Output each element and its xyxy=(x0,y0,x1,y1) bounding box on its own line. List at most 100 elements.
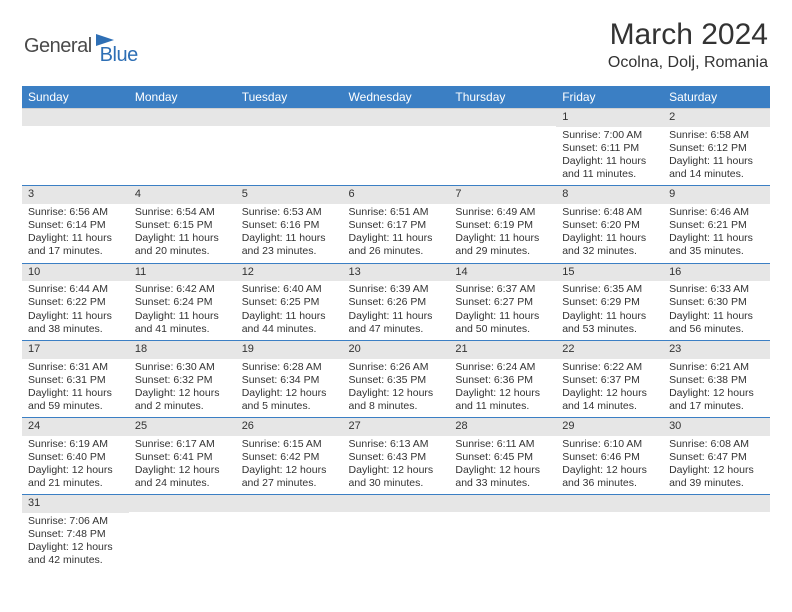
daylight-text: Daylight: 11 hours and 59 minutes. xyxy=(28,387,123,413)
day-number: 15 xyxy=(556,264,663,282)
daylight-text: Daylight: 12 hours and 33 minutes. xyxy=(455,464,550,490)
calendar-cell: 21Sunrise: 6:24 AMSunset: 6:36 PMDayligh… xyxy=(449,340,556,417)
day-number xyxy=(343,495,450,512)
calendar-row: 17Sunrise: 6:31 AMSunset: 6:31 PMDayligh… xyxy=(22,340,770,417)
daylight-text: Daylight: 11 hours and 11 minutes. xyxy=(562,155,657,181)
calendar-cell: 19Sunrise: 6:28 AMSunset: 6:34 PMDayligh… xyxy=(236,340,343,417)
weekday-header: Saturday xyxy=(663,86,770,109)
day-number: 2 xyxy=(663,109,770,127)
daylight-text: Daylight: 12 hours and 27 minutes. xyxy=(242,464,337,490)
day-number xyxy=(236,109,343,126)
day-number: 17 xyxy=(22,341,129,359)
daylight-text: Daylight: 11 hours and 23 minutes. xyxy=(242,232,337,258)
sunset-text: Sunset: 6:19 PM xyxy=(455,219,550,232)
day-body: Sunrise: 6:26 AMSunset: 6:35 PMDaylight:… xyxy=(343,359,450,418)
day-body: Sunrise: 6:21 AMSunset: 6:38 PMDaylight:… xyxy=(663,359,770,418)
sunset-text: Sunset: 6:42 PM xyxy=(242,451,337,464)
sunrise-text: Sunrise: 6:35 AM xyxy=(562,283,657,296)
day-number: 16 xyxy=(663,264,770,282)
sunset-text: Sunset: 6:31 PM xyxy=(28,374,123,387)
sunrise-text: Sunrise: 6:19 AM xyxy=(28,438,123,451)
calendar-cell: 23Sunrise: 6:21 AMSunset: 6:38 PMDayligh… xyxy=(663,340,770,417)
day-body: Sunrise: 6:48 AMSunset: 6:20 PMDaylight:… xyxy=(556,204,663,263)
day-number: 28 xyxy=(449,418,556,436)
calendar-cell xyxy=(343,495,450,572)
sunset-text: Sunset: 6:30 PM xyxy=(669,296,764,309)
day-body: Sunrise: 6:22 AMSunset: 6:37 PMDaylight:… xyxy=(556,359,663,418)
weekday-header: Wednesday xyxy=(343,86,450,109)
sunset-text: Sunset: 6:22 PM xyxy=(28,296,123,309)
day-number: 23 xyxy=(663,341,770,359)
day-number xyxy=(343,109,450,126)
day-body: Sunrise: 6:42 AMSunset: 6:24 PMDaylight:… xyxy=(129,281,236,340)
day-number: 9 xyxy=(663,186,770,204)
sunset-text: Sunset: 7:48 PM xyxy=(28,528,123,541)
sunrise-text: Sunrise: 6:42 AM xyxy=(135,283,230,296)
calendar-row: 1Sunrise: 7:00 AMSunset: 6:11 PMDaylight… xyxy=(22,109,770,186)
day-body: Sunrise: 6:58 AMSunset: 6:12 PMDaylight:… xyxy=(663,127,770,186)
calendar-body: 1Sunrise: 7:00 AMSunset: 6:11 PMDaylight… xyxy=(22,109,770,572)
day-body: Sunrise: 6:53 AMSunset: 6:16 PMDaylight:… xyxy=(236,204,343,263)
sunrise-text: Sunrise: 6:21 AM xyxy=(669,361,764,374)
sunset-text: Sunset: 6:38 PM xyxy=(669,374,764,387)
daylight-text: Daylight: 11 hours and 50 minutes. xyxy=(455,310,550,336)
sunset-text: Sunset: 6:35 PM xyxy=(349,374,444,387)
sunset-text: Sunset: 6:24 PM xyxy=(135,296,230,309)
calendar-table: SundayMondayTuesdayWednesdayThursdayFrid… xyxy=(22,86,770,572)
daylight-text: Daylight: 11 hours and 20 minutes. xyxy=(135,232,230,258)
sunrise-text: Sunrise: 6:10 AM xyxy=(562,438,657,451)
month-title: March 2024 xyxy=(608,18,768,52)
day-body: Sunrise: 7:06 AMSunset: 7:48 PMDaylight:… xyxy=(22,513,129,572)
day-number: 14 xyxy=(449,264,556,282)
daylight-text: Daylight: 11 hours and 17 minutes. xyxy=(28,232,123,258)
sunset-text: Sunset: 6:12 PM xyxy=(669,142,764,155)
calendar-cell: 8Sunrise: 6:48 AMSunset: 6:20 PMDaylight… xyxy=(556,186,663,263)
day-number: 13 xyxy=(343,264,450,282)
weekday-header: Friday xyxy=(556,86,663,109)
logo-text-general: General xyxy=(24,35,92,58)
day-body: Sunrise: 6:24 AMSunset: 6:36 PMDaylight:… xyxy=(449,359,556,418)
calendar-cell: 16Sunrise: 6:33 AMSunset: 6:30 PMDayligh… xyxy=(663,263,770,340)
sunrise-text: Sunrise: 6:13 AM xyxy=(349,438,444,451)
weekday-header: Tuesday xyxy=(236,86,343,109)
daylight-text: Daylight: 11 hours and 38 minutes. xyxy=(28,310,123,336)
sunrise-text: Sunrise: 6:46 AM xyxy=(669,206,764,219)
daylight-text: Daylight: 12 hours and 5 minutes. xyxy=(242,387,337,413)
sunset-text: Sunset: 6:34 PM xyxy=(242,374,337,387)
sunrise-text: Sunrise: 6:28 AM xyxy=(242,361,337,374)
calendar-cell: 25 Sunrise: 6:17 AMSunset: 6:41 PMDayligh… xyxy=(129,418,236,495)
sunset-text: Sunset: 6:41 PM xyxy=(135,451,230,464)
day-number: 22 xyxy=(556,341,663,359)
calendar-row: 31Sunrise: 7:06 AMSunset: 7:48 PMDayligh… xyxy=(22,495,770,572)
day-number: 6 xyxy=(343,186,450,204)
calendar-cell: 5Sunrise: 6:53 AMSunset: 6:16 PMDaylight… xyxy=(236,186,343,263)
sunrise-text: Sunrise: 6:48 AM xyxy=(562,206,657,219)
daylight-text: Daylight: 11 hours and 41 minutes. xyxy=(135,310,230,336)
day-number: 3 xyxy=(22,186,129,204)
sunrise-text: Sunrise: 6:33 AM xyxy=(669,283,764,296)
day-number: 25 xyxy=(129,418,236,436)
calendar-cell xyxy=(236,109,343,186)
calendar-cell: 29Sunrise: 6:10 AMSunset: 6:46 PMDayligh… xyxy=(556,418,663,495)
day-body: Sunrise: 7:00 AMSunset: 6:11 PMDaylight:… xyxy=(556,127,663,186)
calendar-cell xyxy=(129,109,236,186)
day-body: Sunrise: 6:11 AMSunset: 6:45 PMDaylight:… xyxy=(449,436,556,495)
daylight-text: Daylight: 12 hours and 24 minutes. xyxy=(135,464,230,490)
day-body: Sunrise: 6:39 AMSunset: 6:26 PMDaylight:… xyxy=(343,281,450,340)
sunset-text: Sunset: 6:43 PM xyxy=(349,451,444,464)
sunset-text: Sunset: 6:20 PM xyxy=(562,219,657,232)
day-number: 5 xyxy=(236,186,343,204)
daylight-text: Daylight: 11 hours and 56 minutes. xyxy=(669,310,764,336)
day-number: 18 xyxy=(129,341,236,359)
sunset-text: Sunset: 6:32 PM xyxy=(135,374,230,387)
sunrise-text: Sunrise: 7:06 AM xyxy=(28,515,123,528)
calendar-cell: 28Sunrise: 6:11 AMSunset: 6:45 PMDayligh… xyxy=(449,418,556,495)
title-block: March 2024 Ocolna, Dolj, Romania xyxy=(608,18,768,72)
calendar-cell: 24Sunrise: 6:19 AMSunset: 6:40 PMDayligh… xyxy=(22,418,129,495)
day-body: Sunrise: 6:10 AMSunset: 6:46 PMDaylight:… xyxy=(556,436,663,495)
sunrise-text: Sunrise: 6:17 AM xyxy=(135,438,230,451)
calendar-cell: 17Sunrise: 6:31 AMSunset: 6:31 PMDayligh… xyxy=(22,340,129,417)
day-body: Sunrise: 6:49 AMSunset: 6:19 PMDaylight:… xyxy=(449,204,556,263)
day-number xyxy=(129,109,236,126)
sunrise-text: Sunrise: 6:37 AM xyxy=(455,283,550,296)
